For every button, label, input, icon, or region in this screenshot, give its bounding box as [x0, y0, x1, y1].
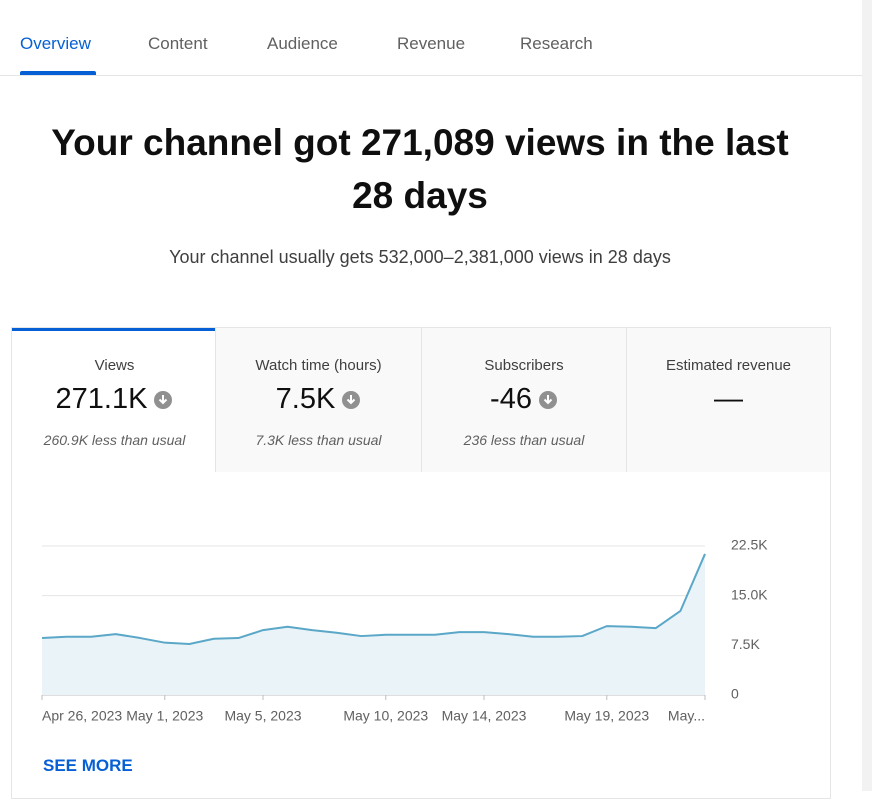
metric-value: -46 — [490, 383, 532, 415]
metric-value-row: -46 — [422, 383, 626, 416]
metric-label: Views — [94, 357, 135, 374]
metric-card[interactable]: Views 271.1K 260.9K less than usual — [12, 328, 217, 472]
y-tick-label: 0 — [731, 686, 739, 702]
down-icon — [342, 391, 361, 410]
headline: Your channel got 271,089 views in the la… — [51, 122, 789, 216]
y-tick-label: 22.5K — [731, 537, 768, 553]
tab[interactable]: Overview — [20, 34, 91, 53]
metric-label: Subscribers — [484, 357, 564, 374]
tab[interactable]: Revenue — [397, 34, 466, 53]
metric-card[interactable]: Estimated revenue — — [626, 328, 830, 472]
x-tick-label: May 19, 2023 — [564, 708, 649, 724]
chart: 0 7.5K 15.0K 22.5K Apr 26, 2023 May 1, 2023 Ma… — [41, 537, 768, 724]
area — [42, 553, 705, 695]
tab[interactable]: Content — [148, 34, 208, 53]
x-tick-label: May 5, 2023 — [224, 708, 301, 724]
metric-note: 7.3K less than usual — [255, 432, 382, 448]
x-tick-label: May 14, 2023 — [442, 708, 527, 724]
metric-value: — — [714, 383, 743, 415]
metric-label: Watch time (hours) — [255, 357, 382, 374]
metric-value-row: 271.1K — [12, 383, 217, 416]
x-tick-label: May 10, 2023 — [343, 708, 428, 724]
metric-label: Estimated revenue — [665, 357, 792, 374]
metric-card[interactable]: Watch time (hours) 7.5K 7.3K less than u… — [215, 328, 421, 472]
x-tick-label: May... — [668, 708, 705, 724]
down-icon — [538, 391, 557, 410]
metric-value: 7.5K — [275, 383, 336, 415]
line — [41, 553, 706, 646]
metrics-panel: Views 271.1K 260.9K less than usual Watc… — [11, 327, 831, 799]
x-tick-label: Apr 26, 2023 — [42, 708, 122, 724]
x-tick-label: May 1, 2023 — [126, 708, 203, 724]
see-more-button[interactable]: SEE MORE — [43, 756, 133, 775]
metric-note: 236 less than usual — [463, 432, 585, 448]
metric-card[interactable]: Subscribers -46 236 less than usual — [421, 328, 626, 472]
tab[interactable]: Audience — [267, 34, 338, 53]
tab[interactable]: Research — [520, 34, 593, 53]
down-icon — [154, 391, 173, 410]
metric-value-row: 7.5K — [216, 383, 421, 416]
tab-indicator — [20, 71, 96, 75]
y-tick-label: 7.5K — [731, 636, 760, 652]
side-strip — [862, 0, 872, 791]
metric-note: 260.9K less than usual — [43, 432, 186, 448]
y-tick-label: 15.0K — [731, 586, 768, 602]
subheadline: Your channel usually gets 532,000–2,381,… — [169, 247, 671, 267]
metric-value: 271.1K — [55, 383, 148, 415]
divider — [0, 75, 862, 76]
